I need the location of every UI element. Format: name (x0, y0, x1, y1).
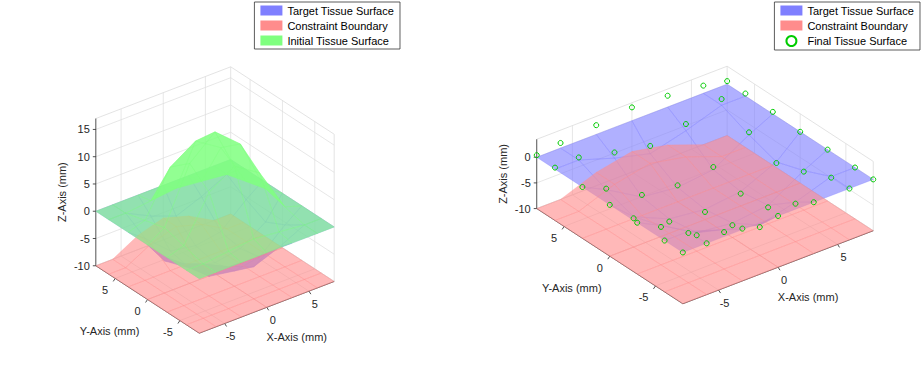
svg-text:X-Axis (mm): X-Axis (mm) (778, 291, 839, 303)
svg-text:-5: -5 (521, 177, 531, 189)
svg-text:-10: -10 (74, 260, 90, 272)
svg-text:15: 15 (78, 123, 90, 135)
svg-text:0: 0 (270, 314, 276, 326)
svg-text:-5: -5 (226, 330, 236, 342)
svg-text:5: 5 (102, 284, 108, 296)
svg-text:5: 5 (840, 251, 846, 263)
svg-text:5: 5 (551, 232, 557, 244)
svg-text:Initial Tissue Surface: Initial Tissue Surface (287, 35, 389, 47)
svg-text:Target Tissue Surface: Target Tissue Surface (287, 5, 393, 17)
svg-text:Y-Axis (mm): Y-Axis (mm) (80, 325, 139, 337)
svg-text:0: 0 (84, 205, 90, 217)
svg-text:10: 10 (78, 151, 90, 163)
svg-text:0: 0 (597, 262, 603, 274)
svg-text:0: 0 (134, 305, 140, 317)
svg-text:-10: -10 (515, 203, 531, 215)
svg-text:5: 5 (84, 178, 90, 190)
svg-text:0: 0 (781, 274, 787, 286)
svg-text:Z-Axis (mm): Z-Axis (mm) (56, 162, 68, 222)
svg-text:Target Tissue Surface: Target Tissue Surface (807, 5, 913, 17)
svg-text:X-Axis (mm): X-Axis (mm) (266, 331, 327, 343)
svg-text:Final Tissue Surface: Final Tissue Surface (807, 35, 907, 47)
svg-text:Y-Axis (mm): Y-Axis (mm) (542, 282, 601, 294)
svg-text:Constraint Boundary: Constraint Boundary (807, 20, 908, 32)
svg-text:0: 0 (525, 151, 531, 163)
svg-text:-5: -5 (80, 233, 90, 245)
svg-text:Z-Axis (mm): Z-Axis (mm) (497, 144, 509, 204)
svg-text:Constraint Boundary: Constraint Boundary (287, 20, 388, 32)
svg-text:-5: -5 (639, 291, 649, 303)
svg-text:5: 5 (312, 298, 318, 310)
svg-text:-5: -5 (720, 297, 730, 309)
svg-text:-5: -5 (163, 326, 173, 338)
